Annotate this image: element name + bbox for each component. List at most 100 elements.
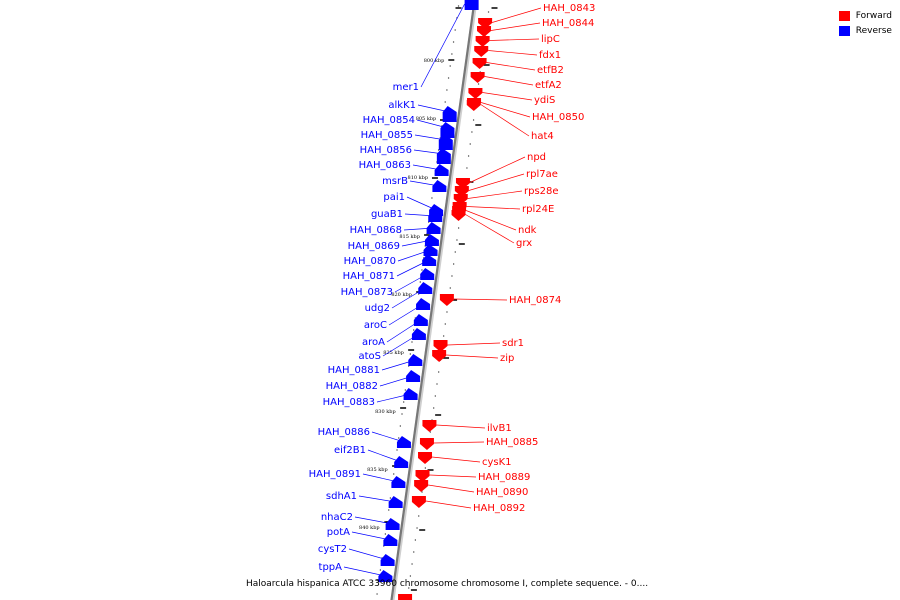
reverse-gene-label: HAH_0856 — [360, 145, 412, 156]
forward-feature — [454, 186, 469, 197]
minor-tick-left — [419, 281, 421, 283]
forward-leader-line — [446, 354, 499, 359]
minor-tick-left — [401, 413, 403, 415]
minor-tick-left — [439, 137, 441, 139]
reverse-leader-line — [412, 164, 442, 171]
reverse-swatch — [838, 25, 850, 36]
minor-tick-left — [456, 17, 458, 19]
forward-leader-line — [492, 7, 542, 23]
forward-leader-line — [436, 424, 486, 429]
forward-leader-line — [465, 214, 515, 244]
reverse-gene-label: HAH_0870 — [344, 256, 396, 267]
legend: Forward Reverse — [838, 8, 892, 38]
reverse-leader-line — [348, 548, 388, 561]
forward-gene-label: etfA2 — [535, 80, 562, 91]
forward-leader-line — [482, 92, 533, 101]
forward-leader-line — [484, 76, 534, 86]
minor-tick-left — [409, 353, 411, 355]
legend-reverse-label: Reverse — [855, 25, 892, 36]
minor-tick-right — [424, 467, 426, 469]
reverse-gene-label: HAH_0881 — [328, 365, 380, 376]
reverse-gene-label: HAH_0882 — [326, 381, 378, 392]
reverse-leader-line — [351, 531, 391, 541]
minor-tick-right — [487, 11, 490, 13]
forward-leader-line — [490, 22, 541, 31]
minor-tick-left — [403, 401, 405, 403]
reverse-gene-label: atoS — [358, 351, 381, 362]
reverse-feature — [464, 0, 479, 10]
minor-tick-right — [436, 383, 438, 385]
minor-tick-right — [453, 263, 455, 265]
reverse-leader-line — [343, 566, 386, 577]
reverse-gene-label: aroC — [364, 320, 387, 331]
reverse-gene-label: HAH_0871 — [343, 271, 395, 282]
tick-label: 830 kbp — [375, 409, 396, 415]
forward-gene-label: fdx1 — [539, 50, 561, 61]
forward-leader-line — [425, 500, 472, 509]
reverse-leader-line — [414, 134, 446, 141]
minor-tick-left — [421, 269, 423, 271]
tick-label: 835 kbp — [367, 467, 388, 473]
reverse-gene-label: alkK1 — [388, 100, 416, 111]
forward-gene-label: HAH_0844 — [542, 18, 594, 29]
forward-leader-line — [433, 441, 485, 444]
minor-tick-left — [451, 53, 453, 55]
forward-gene-label: HAH_0843 — [543, 3, 595, 14]
forward-gene-label: ydiS — [534, 95, 555, 106]
forward-leader-line — [486, 62, 536, 71]
reverse-gene-label: HAH_0883 — [323, 397, 375, 408]
reverse-leader-line — [362, 473, 399, 483]
minor-tick-right — [444, 323, 446, 325]
minor-tick-right — [469, 143, 471, 145]
forward-feature — [411, 496, 426, 508]
minor-tick-right — [467, 155, 470, 157]
minor-tick-left — [379, 569, 382, 571]
minor-tick-right — [451, 275, 453, 277]
forward-leader-line — [480, 102, 531, 118]
minor-tick-left — [396, 449, 398, 451]
legend-forward: Forward — [838, 8, 892, 23]
minor-tick-right — [434, 395, 436, 397]
forward-feature — [418, 452, 433, 464]
forward-feature — [451, 210, 466, 221]
forward-leader-line — [447, 342, 501, 346]
minor-tick-right — [421, 491, 423, 493]
minor-tick-left — [446, 89, 448, 91]
minor-tick-right — [411, 563, 413, 565]
minor-tick-left — [441, 125, 443, 127]
minor-tick-left — [452, 41, 455, 43]
minor-tick-right — [456, 239, 458, 241]
forward-gene-label: rps28e — [524, 186, 559, 197]
reverse-feature — [436, 148, 451, 164]
minor-tick-right — [449, 287, 451, 289]
forward-feature — [472, 58, 487, 69]
reverse-gene-label: guaB1 — [371, 209, 403, 220]
reverse-leader-line — [417, 104, 450, 113]
forward-feature — [419, 438, 434, 450]
minor-tick-left — [398, 437, 400, 439]
reverse-gene-label: HAH_0886 — [318, 427, 370, 438]
forward-feature — [432, 350, 447, 362]
forward-gene-label: HAH_0892 — [473, 503, 525, 514]
minor-tick-left — [414, 317, 416, 319]
reverse-gene-label: aroA — [362, 337, 385, 348]
reverse-gene-label: HAH_0854 — [363, 115, 415, 126]
reverse-gene-label: tppA — [319, 562, 343, 573]
minor-tick-right — [446, 311, 448, 313]
minor-tick-left — [413, 329, 415, 331]
minor-tick-right — [416, 527, 418, 529]
reverse-leader-line — [358, 495, 396, 503]
reverse-leader-line — [391, 287, 426, 309]
forward-gene-label: ilvB1 — [487, 423, 512, 434]
minor-tick-right — [429, 431, 431, 433]
forward-feature — [475, 36, 490, 47]
reverse-gene-label: HAH_0869 — [348, 241, 400, 252]
tick-label: 800 kbp — [424, 58, 445, 64]
forward-gene-label: HAH_0889 — [478, 472, 530, 483]
reverse-leader-line — [382, 333, 420, 357]
forward-feature — [453, 194, 468, 205]
forward-leader-line — [467, 190, 523, 199]
forward-swatch — [838, 10, 850, 21]
tick-label: 815 kbp — [399, 234, 420, 240]
